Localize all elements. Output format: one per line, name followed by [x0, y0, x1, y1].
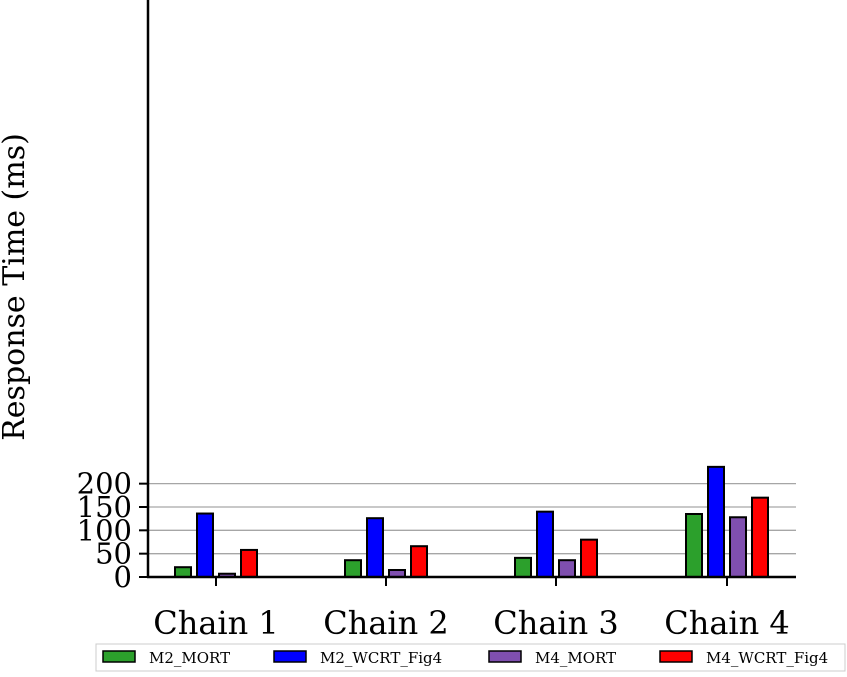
legend-swatch: [488, 650, 522, 663]
x-tick-label: Chain 2: [323, 604, 449, 642]
bar-m2-wcrt-fig4-2: [366, 517, 384, 578]
legend-label: M2_WCRT_Fig4: [320, 649, 442, 667]
y-tick-label: 0: [114, 560, 132, 594]
y-tick-label: 150: [77, 490, 132, 524]
bar-m2-mort-2: [344, 559, 362, 578]
x-tick-label: Chain 3: [493, 604, 619, 642]
bar-m4-wcrt-fig4-2: [410, 545, 428, 579]
bar-m4-wcrt-fig4-4: [751, 496, 769, 579]
axes: [146, 0, 796, 579]
bar-m2-mort-4: [685, 512, 703, 578]
bar-m2-mort-3: [514, 556, 532, 578]
legend-swatch: [273, 650, 307, 663]
y-axis-label: Response Time (ms): [0, 133, 32, 441]
legend-frame: [95, 643, 846, 672]
legend-label: M2_MORT: [149, 649, 230, 667]
legend-swatch: [659, 650, 693, 663]
bar-m4-mort-4: [729, 516, 747, 578]
bar-m2-wcrt-fig4-4: [707, 465, 725, 578]
x-tick-label: Chain 4: [664, 604, 790, 642]
legend-label: M4_WCRT_Fig4: [706, 649, 828, 667]
bar-m4-wcrt-fig4-3: [580, 538, 598, 578]
bar-m2-wcrt-fig4-3: [536, 510, 554, 578]
bar-m2-mort-1: [174, 566, 192, 578]
bar-m4-wcrt-fig4-1: [240, 548, 258, 578]
legend-label: M4_MORT: [535, 649, 616, 667]
y-tick-label: 100: [77, 513, 132, 547]
bar-m4-mort-3: [558, 559, 576, 578]
y-tick-label: 50: [95, 537, 132, 571]
y-tick-label: 200: [77, 467, 132, 501]
bar-m2-wcrt-fig4-1: [196, 512, 214, 579]
x-tick-label: Chain 1: [153, 604, 279, 642]
legend-swatch: [102, 650, 136, 663]
legend: M2_MORT M2_WCRT_Fig4 M4_MORT M4_WCRT_Fig4: [95, 643, 846, 672]
